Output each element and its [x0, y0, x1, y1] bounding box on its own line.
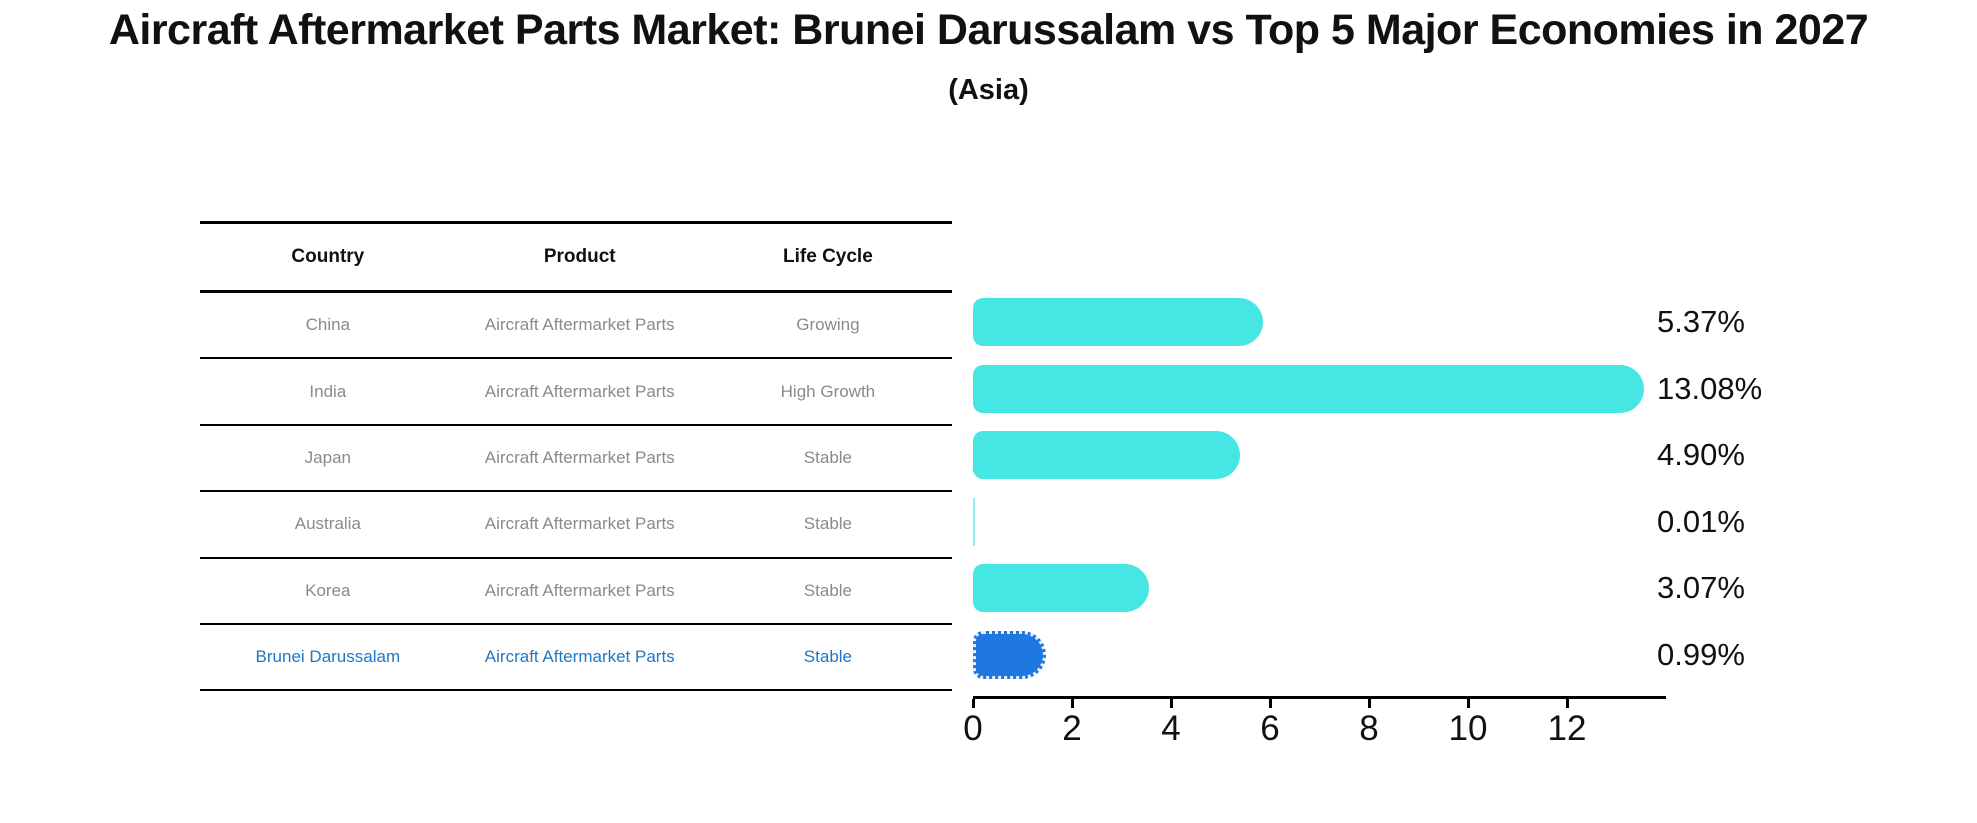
- cell-product: Aircraft Aftermarket Parts: [484, 514, 675, 534]
- cell-life-cycle: Stable: [803, 580, 852, 600]
- x-axis-tick-label: 6: [1260, 709, 1280, 748]
- bar-japan: [973, 431, 1240, 479]
- x-axis-line: [973, 696, 1666, 699]
- table-header-row: Country Product Life Cycle: [200, 221, 952, 293]
- x-axis-tick-label: 2: [1062, 709, 1082, 748]
- cell-country: China: [305, 315, 351, 335]
- cell-country: Japan: [304, 447, 351, 467]
- x-axis-tick-label: 0: [963, 709, 983, 748]
- cell-life-cycle: High Growth: [780, 381, 876, 401]
- x-axis-tick: [1269, 699, 1272, 708]
- table-row: India Aircraft Aftermarket Parts High Grow…: [200, 359, 952, 426]
- cell-country: Brunei Darussalam: [255, 647, 401, 667]
- x-axis-tick-label: 10: [1448, 709, 1488, 748]
- cell-life-cycle: Growing: [796, 315, 860, 335]
- cell-product: Aircraft Aftermarket Parts: [484, 381, 675, 401]
- x-axis-tick: [1170, 699, 1173, 708]
- country-info-table: Country Product Life Cycle China Aircraft…: [200, 221, 952, 692]
- value-label-japan: 4.90%: [1657, 437, 1745, 472]
- x-axis-tick: [1467, 699, 1470, 708]
- x-axis-tick: [1566, 699, 1569, 708]
- cell-product: Aircraft Aftermarket Parts: [484, 580, 675, 600]
- table-row: Korea Aircraft Aftermarket Parts Stable: [200, 559, 952, 625]
- column-header-country: Country: [291, 246, 365, 267]
- x-axis-tick-label: 4: [1161, 709, 1181, 748]
- value-label-brunei-darussalam: 0.99%: [1657, 636, 1745, 672]
- table-row: China Aircraft Aftermarket Parts Growing: [200, 293, 952, 360]
- value-label-australia: 0.01%: [1657, 503, 1745, 539]
- cell-product: Aircraft Aftermarket Parts: [484, 447, 675, 467]
- x-axis-tick-label: 12: [1547, 709, 1587, 748]
- x-axis-tick: [1071, 699, 1074, 708]
- table-row: Australia Aircraft Aftermarket Parts Stabl…: [200, 492, 952, 559]
- table-body: China Aircraft Aftermarket Parts Growing In…: [200, 293, 952, 692]
- cell-product: Aircraft Aftermarket Parts: [484, 315, 675, 335]
- bar-india: [973, 364, 1645, 413]
- x-axis-tick-label: 8: [1359, 709, 1379, 748]
- cell-country: Australia: [294, 514, 361, 534]
- cell-life-cycle: Stable: [803, 514, 852, 534]
- cell-life-cycle: Stable: [803, 647, 852, 667]
- cell-product: Aircraft Aftermarket Parts: [484, 647, 675, 667]
- bar-highlight-brunei-darussalam: [973, 630, 1046, 679]
- column-header-life-cycle: Life Cycle: [783, 246, 873, 267]
- value-label-china: 5.37%: [1657, 304, 1745, 339]
- x-axis-tick: [972, 699, 975, 708]
- cell-country: Korea: [305, 580, 351, 600]
- chart-title: Aircraft Aftermarket Parts Market: Brune…: [108, 6, 1869, 54]
- cell-country: India: [309, 381, 347, 401]
- bar-plot-area: 0 2 4 6 8 10 12: [963, 221, 1683, 781]
- chart-subtitle: (Asia): [948, 74, 1029, 106]
- bar-korea: [973, 564, 1149, 612]
- x-axis-tick: [1368, 699, 1371, 708]
- cell-life-cycle: Stable: [803, 447, 852, 467]
- value-label-india: 13.08%: [1657, 370, 1763, 406]
- value-label-korea: 3.07%: [1657, 570, 1745, 605]
- bar-china: [973, 298, 1263, 346]
- column-header-product: Product: [543, 246, 616, 267]
- table-row: Japan Aircraft Aftermarket Parts Stable: [200, 426, 952, 493]
- table-row: Brunei Darussalam Aircraft Aftermarket Pa…: [200, 625, 952, 692]
- bar-australia: [973, 497, 975, 546]
